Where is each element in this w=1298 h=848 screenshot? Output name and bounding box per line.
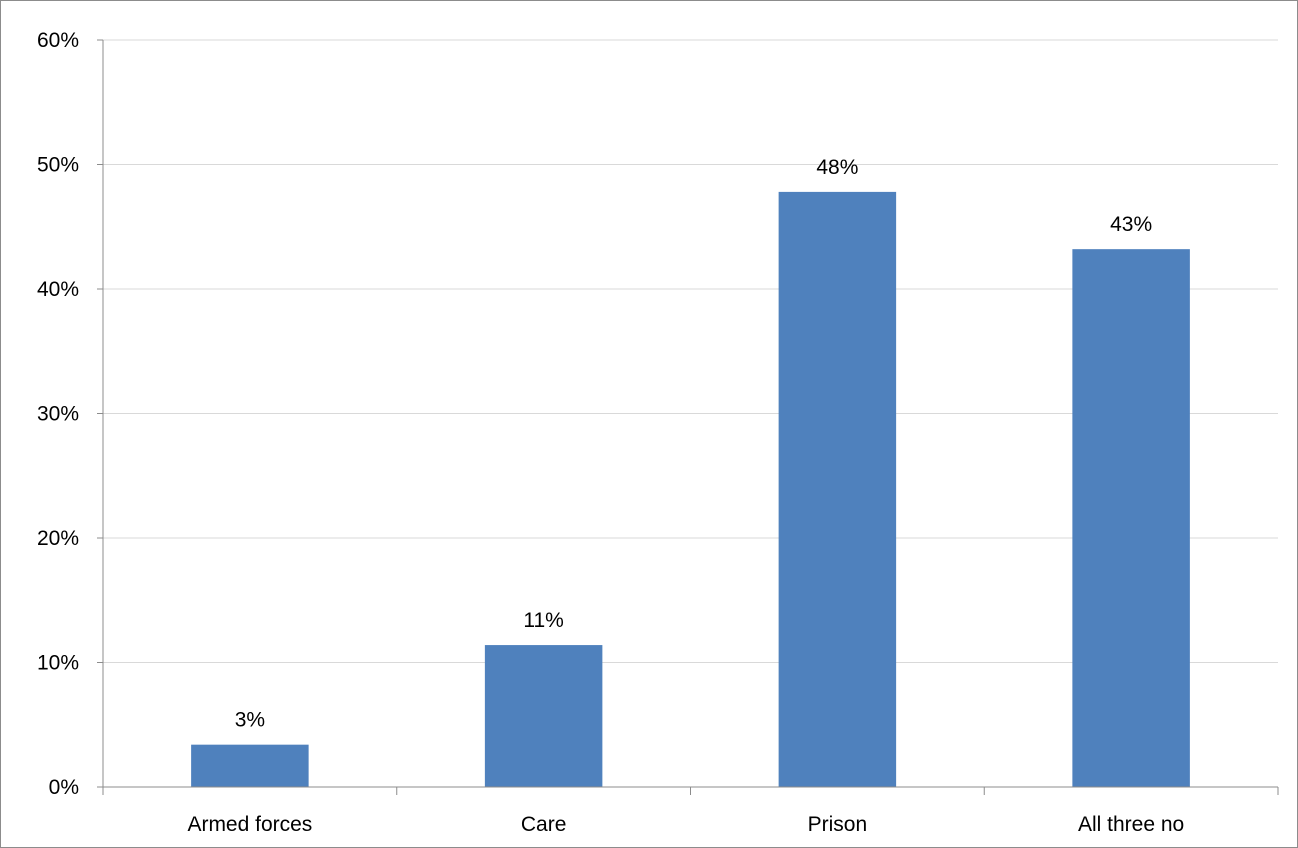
category-label: Prison bbox=[808, 813, 868, 836]
bar-armed-forces bbox=[191, 744, 309, 787]
y-tick-label: 40% bbox=[37, 278, 79, 301]
y-tick-label: 0% bbox=[49, 776, 79, 799]
data-label: 11% bbox=[523, 609, 563, 632]
category-label: Armed forces bbox=[187, 813, 312, 836]
y-tick-label: 10% bbox=[37, 652, 79, 675]
bar-prison bbox=[778, 191, 897, 787]
y-tick-label: 50% bbox=[37, 154, 79, 177]
labels: 0% 10% 20% 30% 40% 50% 60% 3% Armed forces 11% Car… bbox=[37, 29, 1184, 836]
data-label: 48% bbox=[816, 156, 858, 179]
data-label: 3% bbox=[235, 709, 265, 732]
bars bbox=[191, 191, 1190, 787]
bar-all-three-no bbox=[1072, 249, 1190, 787]
axes bbox=[97, 39, 1279, 795]
category-label: Care bbox=[521, 813, 567, 836]
category-label: All three no bbox=[1078, 813, 1184, 836]
y-tick-label: 30% bbox=[37, 403, 79, 426]
data-label: 43% bbox=[1110, 213, 1152, 236]
y-tick-label: 20% bbox=[37, 527, 79, 550]
y-tick-label: 60% bbox=[37, 29, 79, 52]
bar-care bbox=[484, 645, 603, 787]
